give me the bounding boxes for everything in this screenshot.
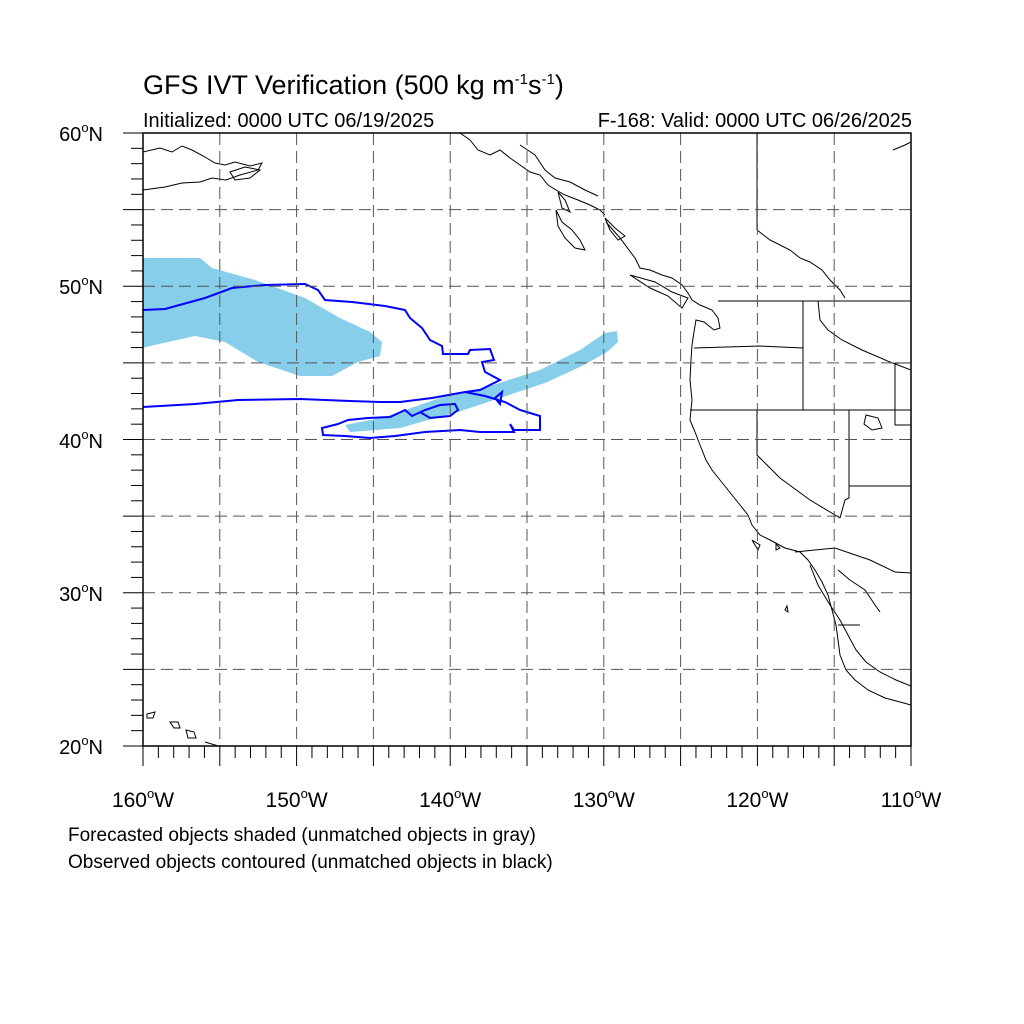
observed-contour-small	[493, 389, 504, 407]
lat-label: 30oN	[59, 579, 103, 606]
coastline	[143, 133, 911, 746]
lon-label: 120oW	[726, 786, 789, 812]
lat-label: 50oN	[59, 273, 103, 300]
lon-label: 160oW	[111, 786, 175, 812]
political-boundaries	[690, 133, 911, 626]
figure-title: GFS IVT Verification (500 kg m-1s-1)	[143, 70, 564, 100]
forecast-object-north	[143, 258, 382, 376]
axis-ticks	[123, 132, 912, 766]
initialized-time: Initialized: 0000 UTC 06/19/2025	[143, 110, 435, 132]
valid-time: F-168: Valid: 0000 UTC 06/26/2025	[597, 110, 912, 132]
lon-label: 140oW	[419, 786, 482, 812]
lat-label: 60oN	[59, 120, 103, 146]
lat-label: 20oN	[59, 733, 103, 759]
observed-contour-north	[143, 282, 503, 393]
lon-label: 130oW	[572, 786, 635, 812]
graticule	[143, 133, 911, 746]
lon-label: 150oW	[265, 786, 328, 812]
lat-label: 40oN	[59, 426, 103, 453]
forecast-note: Forecasted objects shaded (unmatched obj…	[68, 825, 536, 846]
forecast-object-south	[345, 331, 618, 432]
observed-note: Observed objects contoured (unmatched ob…	[68, 852, 553, 873]
lon-label: 110oW	[880, 786, 942, 812]
observed-contour-south	[143, 390, 541, 440]
